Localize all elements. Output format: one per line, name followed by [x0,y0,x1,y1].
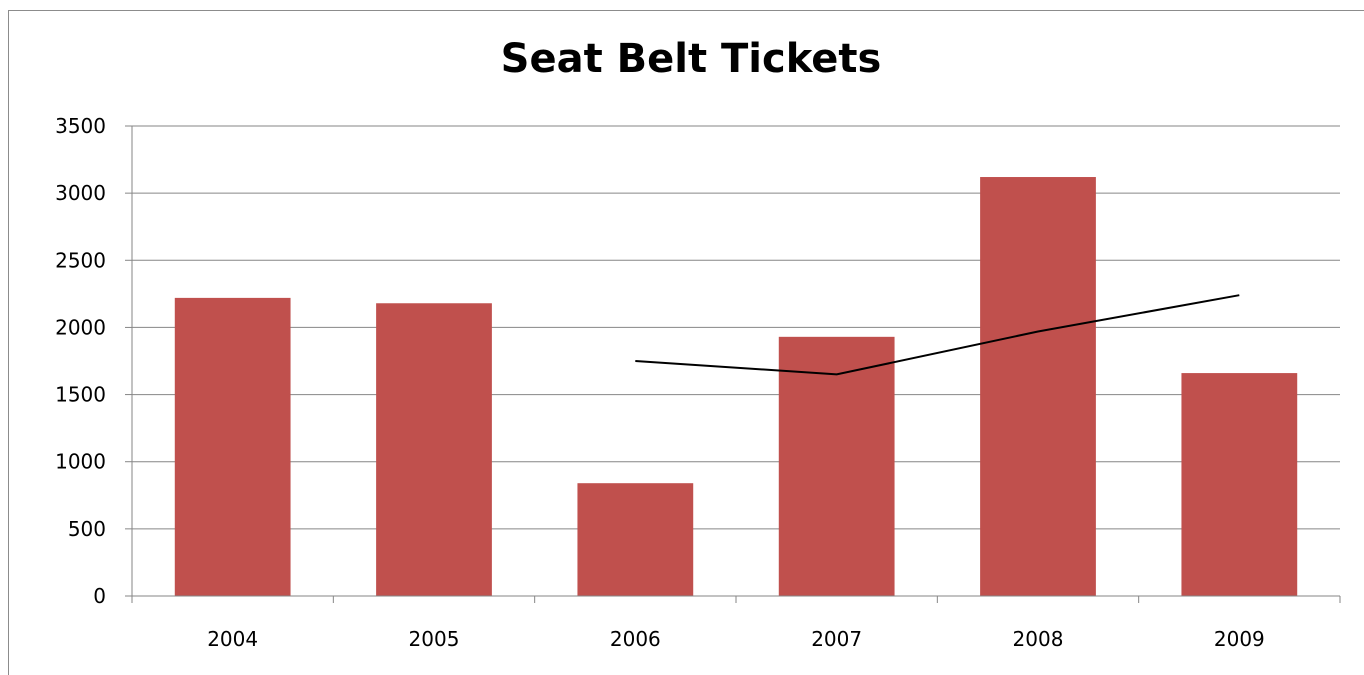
y-tick-label: 1000 [55,450,106,474]
x-tick-label: 2009 [1214,627,1265,651]
bar [577,483,694,596]
y-tick-label: 0 [93,584,106,608]
y-tick-label: 2000 [55,315,106,339]
y-tick-label: 500 [68,517,106,541]
bar [778,336,895,596]
y-tick-label: 2500 [55,248,106,272]
x-tick-label: 2005 [409,627,460,651]
bar [376,303,492,596]
bar [1181,373,1298,596]
series-line [635,294,1240,376]
y-tick-label: 1500 [55,383,106,407]
bar [980,177,1096,596]
chart-title: Seat Belt Tickets [500,36,882,82]
x-tick-label: 2006 [610,627,661,651]
y-tick-label: 3000 [55,181,106,205]
x-tick-label: 2004 [207,627,258,651]
x-tick-label: 2007 [811,627,862,651]
y-tick-label: 3500 [55,114,106,138]
x-tick-label: 2008 [1013,627,1064,651]
bar [174,297,291,596]
